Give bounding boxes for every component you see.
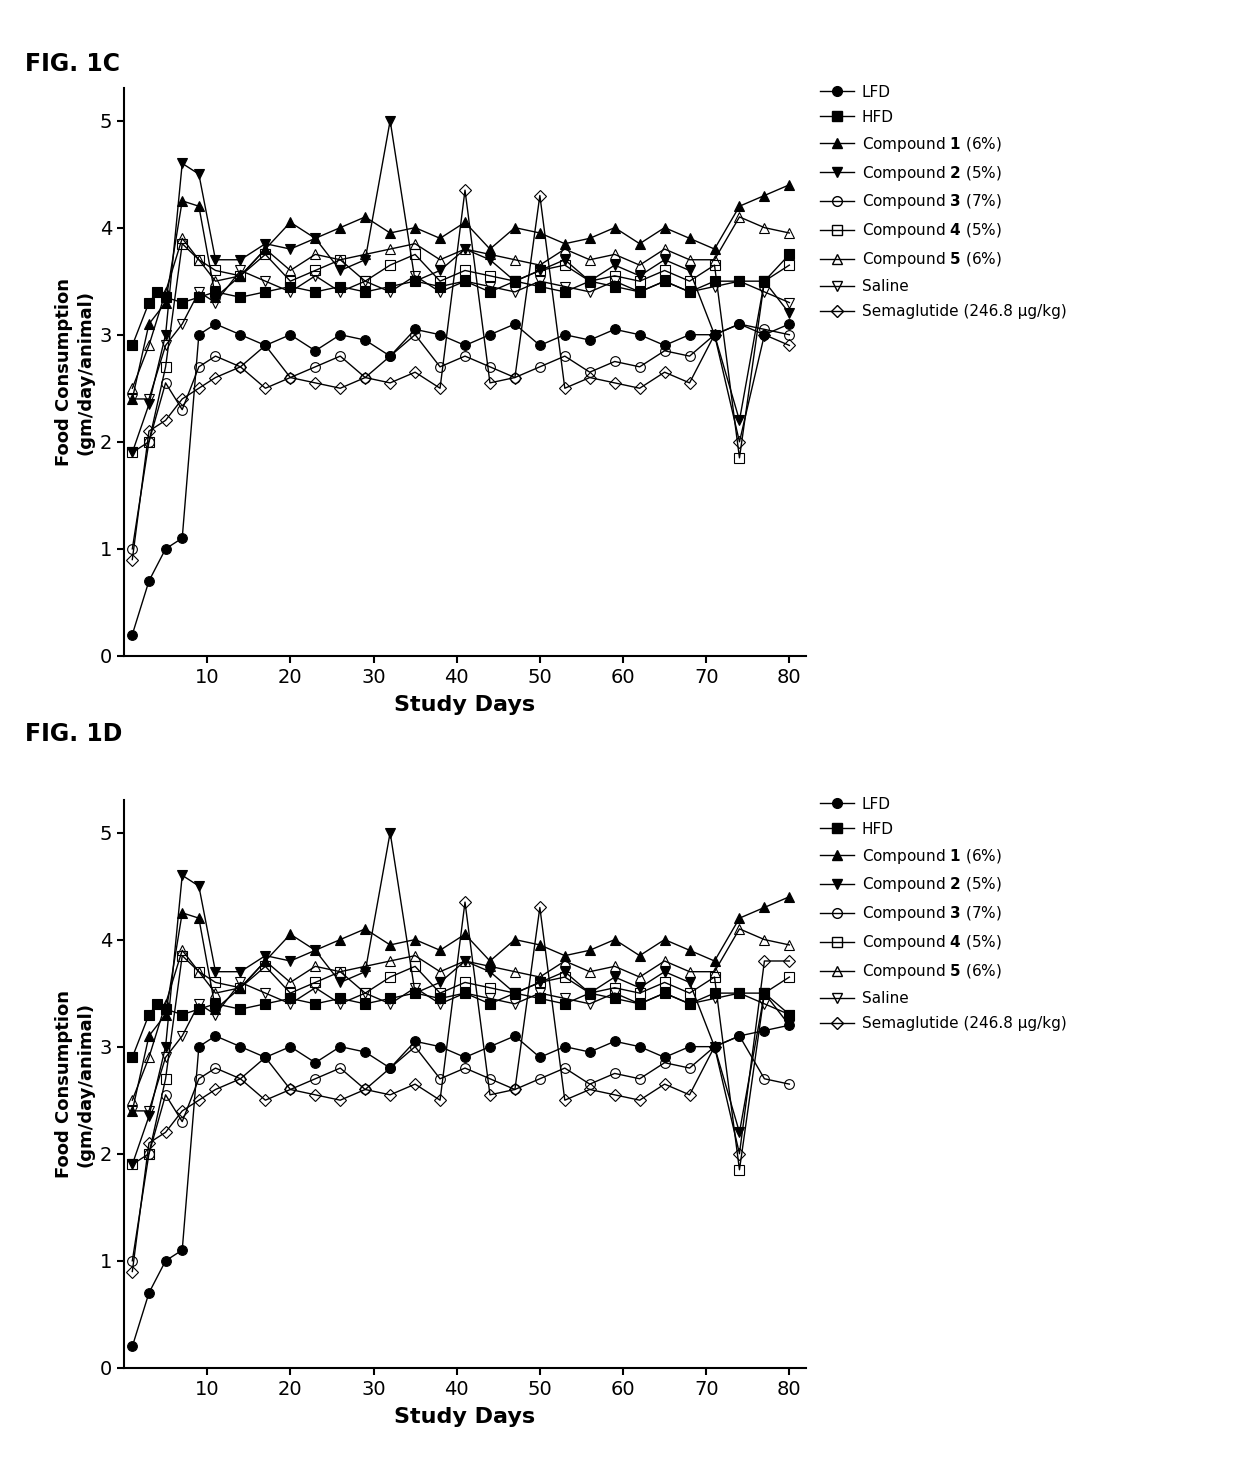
Y-axis label: Food Consumption
(gm/day/animal): Food Consumption (gm/day/animal) [56, 991, 94, 1178]
Legend: LFD, HFD, Compound $\bf{1}$ (6%), Compound $\bf{2}$ (5%), Compound $\bf{3}$ (7%): LFD, HFD, Compound $\bf{1}$ (6%), Compou… [821, 84, 1066, 320]
X-axis label: Study Days: Study Days [394, 1408, 536, 1427]
Text: FIG. 1C: FIG. 1C [25, 52, 120, 75]
Y-axis label: Food Consumption
(gm/day/animal): Food Consumption (gm/day/animal) [56, 279, 94, 466]
Legend: LFD, HFD, Compound $\bf{1}$ (6%), Compound $\bf{2}$ (5%), Compound $\bf{3}$ (7%): LFD, HFD, Compound $\bf{1}$ (6%), Compou… [821, 796, 1066, 1032]
Text: FIG. 1D: FIG. 1D [25, 722, 123, 746]
X-axis label: Study Days: Study Days [394, 696, 536, 715]
